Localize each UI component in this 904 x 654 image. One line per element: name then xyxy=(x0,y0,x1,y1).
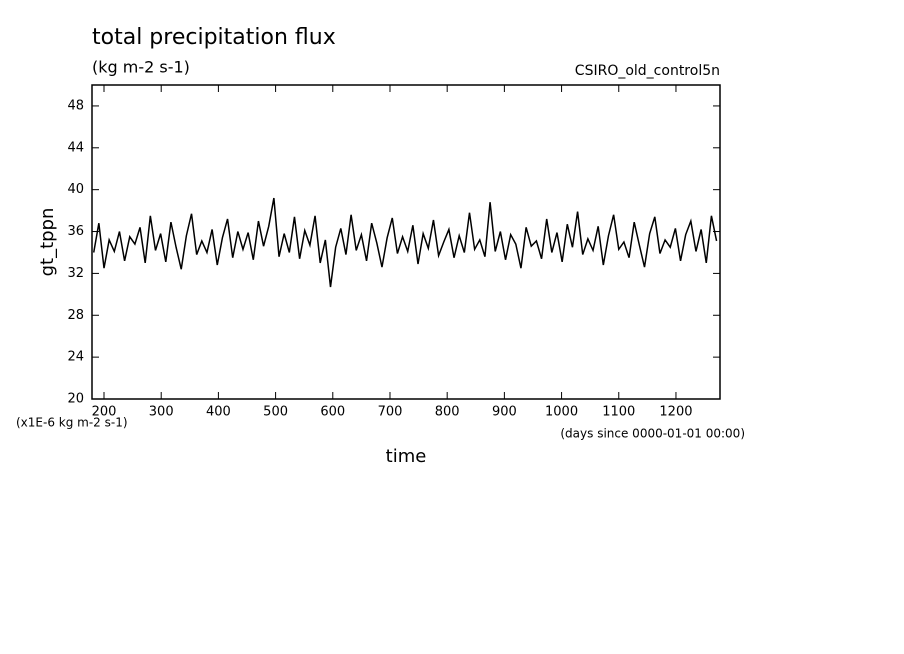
y-tick-label: 28 xyxy=(67,308,84,323)
y-units: (x1E-6 kg m-2 s-1) xyxy=(16,416,128,430)
x-tick-label: 200 xyxy=(92,405,117,420)
y-tick-label: 20 xyxy=(67,392,84,407)
x-units: (days since 0000-01-01 00:00) xyxy=(560,427,745,441)
y-tick-label: 40 xyxy=(67,182,84,197)
plot-frame xyxy=(91,84,721,400)
y-tick-label: 32 xyxy=(67,266,84,281)
y-tick-label: 48 xyxy=(67,98,84,113)
data-line xyxy=(92,197,718,288)
chart-title: total precipitation flux xyxy=(92,25,336,50)
x-tick-label: 800 xyxy=(435,405,460,420)
y-tick-label: 24 xyxy=(67,350,84,365)
x-tick-label: 400 xyxy=(206,405,231,420)
x-tick-label: 1200 xyxy=(659,405,692,420)
y-axis-label: gt_tppn xyxy=(37,208,58,277)
x-tick-label: 600 xyxy=(320,405,345,420)
x-tick-label: 300 xyxy=(149,405,174,420)
x-tick-label: 900 xyxy=(492,405,517,420)
chart-subtitle: (kg m-2 s-1) xyxy=(92,58,190,77)
y-tick-label: 36 xyxy=(67,224,84,239)
x-tick-label: 1000 xyxy=(545,405,578,420)
y-tick-label: 44 xyxy=(67,140,84,155)
annotation: CSIRO_old_control5n xyxy=(575,63,720,79)
x-axis-label: time xyxy=(386,446,427,467)
x-tick-label: 1100 xyxy=(602,405,635,420)
x-tick-label: 700 xyxy=(378,405,403,420)
x-tick-label: 500 xyxy=(263,405,288,420)
